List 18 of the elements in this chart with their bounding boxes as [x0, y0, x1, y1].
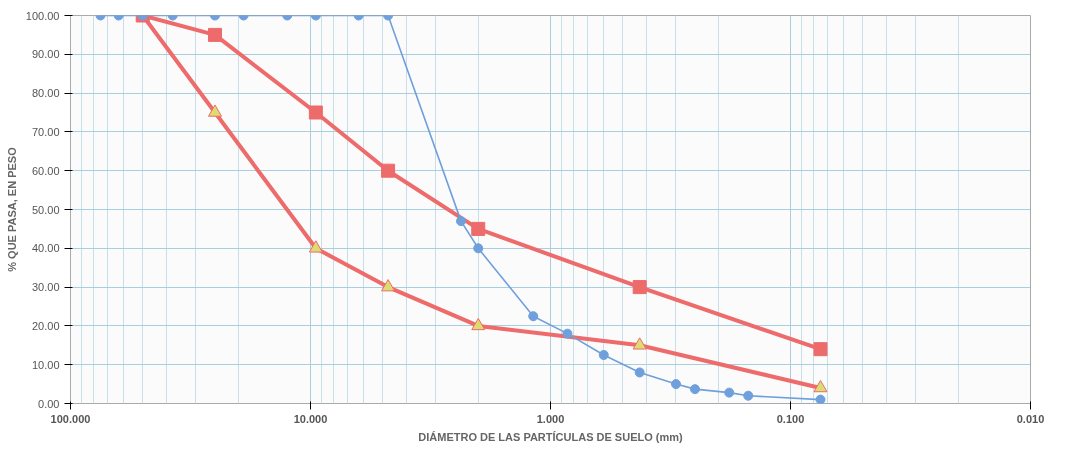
y-tick-label: 30.00 — [31, 281, 60, 294]
y-tick-label: 80.00 — [31, 87, 60, 100]
x-tick-label: 10.000 — [293, 412, 328, 425]
x-axis-title: DIÁMETRO DE LAS PARTÍCULAS DE SUELO (mm) — [418, 430, 684, 443]
y-tick-label: 0.00 — [38, 397, 60, 410]
y-tick-label: 100.00 — [25, 9, 60, 22]
y-axis-title: % QUE PASA, EN PESO — [5, 146, 18, 272]
y-tick-label: 40.00 — [31, 242, 60, 255]
y-tick-label: 10.00 — [31, 358, 60, 371]
x-tick-label: 0.010 — [1016, 412, 1045, 425]
y-tick-label: 70.00 — [31, 125, 60, 138]
x-tick-label: 0.100 — [776, 412, 805, 425]
y-tick-label: 90.00 — [31, 48, 60, 61]
y-tick-label: 50.00 — [31, 203, 60, 216]
x-tick-label: 1.000 — [536, 412, 565, 425]
x-tick-label: 100.000 — [50, 412, 91, 425]
y-tick-label: 20.00 — [31, 319, 60, 332]
y-tick-label: 60.00 — [31, 164, 60, 177]
